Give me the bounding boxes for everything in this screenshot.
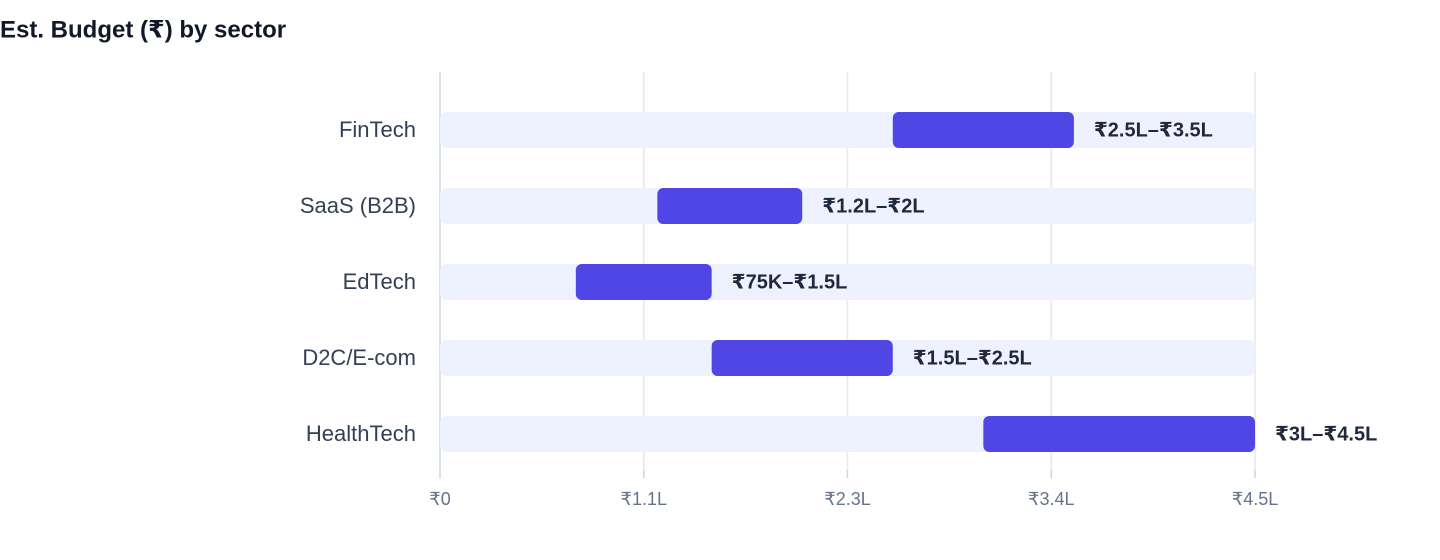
x-tick-label: ₹0: [429, 489, 450, 509]
value-label: ₹3L–₹4.5L: [1275, 423, 1377, 445]
x-tick-label: ₹2.3L: [824, 489, 871, 509]
x-tick-label: ₹1.1L: [621, 489, 668, 509]
value-label: ₹2.5L–₹3.5L: [1094, 119, 1213, 141]
category-label: EdTech: [343, 269, 416, 294]
value-label: ₹1.5L–₹2.5L: [913, 347, 1032, 369]
track: [440, 264, 1255, 300]
range-bar: [711, 340, 893, 376]
value-label: ₹1.2L–₹2L: [822, 195, 924, 217]
range-bar: [983, 416, 1255, 452]
range-bar: [575, 264, 712, 300]
track: [440, 188, 1255, 224]
range-bar: [892, 112, 1074, 148]
range-bar: [657, 188, 803, 224]
category-label: SaaS (B2B): [300, 193, 416, 218]
value-label: ₹75K–₹1.5L: [732, 271, 848, 293]
chart-title: Est. Budget (₹) by sector: [0, 16, 286, 43]
category-label: D2C/E-com: [302, 345, 416, 370]
x-tick-label: ₹3.4L: [1028, 489, 1075, 509]
category-label: FinTech: [339, 117, 416, 142]
x-tick-label: ₹4.5L: [1232, 489, 1279, 509]
category-label: HealthTech: [306, 421, 416, 446]
